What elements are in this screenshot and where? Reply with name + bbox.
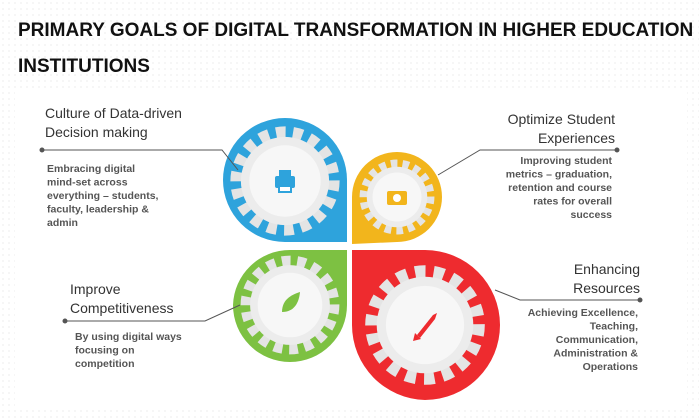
panel (15, 88, 687, 410)
goal-heading: Optimize Student (508, 111, 615, 127)
goal-description: Embracing digital (47, 163, 135, 175)
goal-description: metrics – graduation, (506, 169, 612, 181)
goal-heading: Experiences (538, 130, 615, 146)
goal-heading: Improve (70, 281, 121, 297)
title-line: INSTITUTIONS (18, 56, 150, 77)
goal-description: admin (47, 217, 78, 229)
goal-description: By using digital ways (75, 331, 182, 343)
goal-description: Administration & (553, 348, 638, 360)
goal-heading: Enhancing (574, 261, 640, 277)
goal-description: Communication, (556, 334, 638, 346)
goal-heading: Decision making (45, 124, 148, 140)
goal-description: everything – students, (47, 190, 159, 202)
goal-description: Operations (583, 361, 639, 373)
goal-description: Improving student (520, 155, 612, 167)
goal-description: retention and course (508, 182, 612, 194)
goal-description: Achieving Excellence, (528, 307, 638, 319)
goal-description: success (571, 209, 613, 221)
goal-description: Teaching, (590, 321, 638, 333)
goal-description: faculty, leadership & (47, 204, 149, 216)
title-line: PRIMARY GOALS OF DIGITAL TRANSFORMATION … (18, 20, 693, 41)
goal-heading: Resources (573, 280, 640, 296)
leader-lines (39, 147, 643, 324)
goal-description: mind-set across (47, 177, 128, 189)
goal-heading: Culture of Data-driven (45, 105, 182, 121)
icons (275, 170, 437, 341)
goal-heading: Competitiveness (70, 300, 174, 316)
goal-description: focusing on (75, 345, 135, 357)
texts: PRIMARY GOALS OF DIGITAL TRANSFORMATION … (18, 20, 693, 373)
goal-description: rates for overall (533, 196, 612, 208)
goal-description: competition (75, 358, 135, 370)
